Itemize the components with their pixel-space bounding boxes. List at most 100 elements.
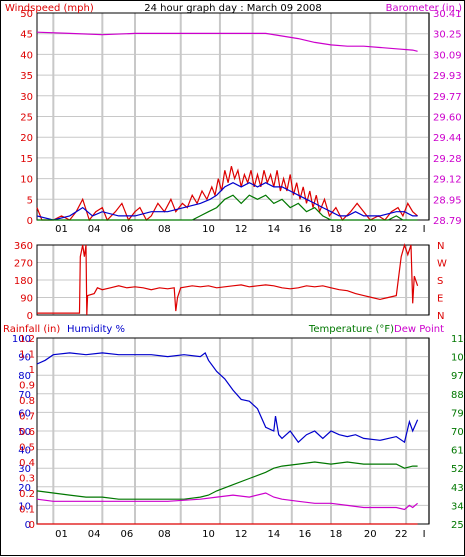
temp-ytick-10: 115 bbox=[451, 334, 465, 345]
hum-ytick-1: 10 bbox=[18, 501, 31, 512]
wind-x-ticks: 01 04 06 08 10 12 14 16 18 20 22 I bbox=[55, 224, 425, 235]
wind-ytick-6: 30 bbox=[20, 92, 33, 103]
wind-ytick-3: 15 bbox=[20, 154, 33, 165]
temp-ytick-9: 106 bbox=[451, 353, 465, 364]
baro-ytick-1: 28.95 bbox=[433, 195, 462, 206]
dir-ytick-4: 360 bbox=[14, 241, 33, 252]
dir-ytick-2: 180 bbox=[14, 276, 33, 287]
windspeed-axis-label: Windspeed (mph) bbox=[5, 3, 94, 14]
rain-ytick-6: 0.6 bbox=[19, 427, 35, 438]
rain-ytick-9: 0.9 bbox=[19, 381, 35, 392]
wind-ytick-4: 20 bbox=[20, 133, 33, 144]
humidity-panel-ticks: 0 10 20 30 40 50 60 70 80 90 100 0 0.1 0.2 0.3 0.4 0.5 0.… bbox=[12, 334, 465, 531]
temp-ytick-3: 52 bbox=[451, 464, 464, 475]
wind-ytick-9: 45 bbox=[20, 30, 33, 41]
direction-panel-border bbox=[36, 244, 430, 316]
humidity-x-ticks: 01 04 06 08 10 12 14 16 18 20 22 I bbox=[55, 529, 425, 540]
wind-xtick-1: 04 bbox=[88, 224, 101, 235]
hum-xtick-10: 22 bbox=[395, 529, 408, 540]
hum-xtick-6: 14 bbox=[267, 529, 280, 540]
wind-ytick-7: 35 bbox=[20, 71, 33, 82]
hum-ytick-0: 0 bbox=[25, 520, 31, 531]
rainfall-axis-label: Rainfall (in) bbox=[3, 324, 60, 335]
hum-xtick-8: 18 bbox=[330, 529, 343, 540]
baro-ytick-4: 29.44 bbox=[433, 133, 462, 144]
dir-compass-3: W bbox=[437, 259, 447, 270]
temp-ytick-5: 70 bbox=[451, 427, 464, 438]
baro-ytick-0: 28.79 bbox=[433, 216, 462, 227]
barometer-axis-label: Barometer (in.) bbox=[386, 3, 462, 14]
wind-ytick-0: 0 bbox=[27, 216, 33, 227]
hum-ytick-2: 20 bbox=[18, 483, 31, 494]
wind-series-1 bbox=[36, 182, 418, 221]
rain-ytick-2: 0.2 bbox=[19, 489, 35, 500]
dir-compass-4: N bbox=[437, 241, 444, 252]
hum-xtick-7: 16 bbox=[298, 529, 311, 540]
hum-xtick-1: 04 bbox=[88, 529, 101, 540]
dir-ytick-3: 270 bbox=[14, 259, 33, 270]
wind-ytick-10: 50 bbox=[20, 9, 33, 20]
hum-xtick-9: 20 bbox=[364, 529, 377, 540]
hum-ytick-10: 100 bbox=[12, 334, 31, 345]
barometer-line bbox=[36, 31, 418, 52]
baro-ytick-8: 30.09 bbox=[433, 50, 462, 61]
hum-xtick-4: 10 bbox=[202, 529, 215, 540]
baro-ytick-7: 29.93 bbox=[433, 71, 462, 82]
temp-ytick-0: 25 bbox=[451, 520, 464, 531]
wind-xtick-6: 14 bbox=[267, 224, 280, 235]
rain-ytick-12: 1.2 bbox=[19, 334, 35, 345]
baro-ytick-3: 29.28 bbox=[433, 154, 462, 165]
baro-ytick-5: 29.60 bbox=[433, 113, 462, 124]
wind-ytick-5: 25 bbox=[20, 113, 33, 124]
dir-compass-0: N bbox=[437, 311, 444, 322]
dir-compass-1: E bbox=[437, 294, 443, 305]
temperature-line-1 bbox=[36, 461, 418, 500]
temperature-line-2 bbox=[36, 492, 418, 511]
dir-compass-2: S bbox=[437, 276, 443, 287]
rain-ytick-11: 1.1 bbox=[19, 350, 35, 361]
wind-xtick-10: 22 bbox=[395, 224, 408, 235]
rain-ytick-4: 0.4 bbox=[19, 458, 35, 469]
rain-ytick-0: 0 bbox=[29, 520, 35, 531]
hum-xtick-11: I bbox=[423, 529, 426, 540]
temp-ytick-7: 88 bbox=[451, 390, 464, 401]
hum-ytick-5: 50 bbox=[18, 427, 31, 438]
wind-xtick-5: 12 bbox=[235, 224, 248, 235]
wind-ytick-2: 10 bbox=[20, 175, 33, 186]
rain-ytick-7: 0.7 bbox=[19, 412, 35, 423]
wind-panel-border bbox=[36, 12, 430, 221]
hum-ytick-4: 40 bbox=[18, 446, 31, 457]
wind-ytick-1: 5 bbox=[27, 195, 33, 206]
wind-xtick-4: 10 bbox=[202, 224, 215, 235]
chart-title: 24 hour graph day : March 09 2008 bbox=[144, 3, 322, 14]
wind-panel-ticks: 0 5 10 15 20 25 30 35 40 45 50 28.79 28.95 29.12 29.28… bbox=[20, 9, 461, 227]
hum-ytick-3: 30 bbox=[18, 464, 31, 475]
rain-ytick-5: 0.5 bbox=[19, 443, 35, 454]
hum-ytick-7: 70 bbox=[18, 390, 31, 401]
baro-ytick-9: 30.25 bbox=[433, 30, 462, 41]
dir-ytick-1: 90 bbox=[20, 294, 33, 305]
rain-ytick-1: 0.1 bbox=[19, 505, 35, 516]
direction-panel-series bbox=[37, 242, 419, 316]
hum-xtick-5: 12 bbox=[235, 529, 248, 540]
dir-ytick-0: 0 bbox=[27, 311, 33, 322]
baro-ytick-2: 29.12 bbox=[433, 175, 462, 186]
wind-series-0 bbox=[36, 166, 418, 222]
wind-xtick-2: 06 bbox=[120, 224, 133, 235]
hum-xtick-2: 06 bbox=[120, 529, 133, 540]
baro-ytick-6: 29.77 bbox=[433, 92, 462, 103]
temperature-axis-label: Temperature (°F) bbox=[308, 324, 394, 335]
wind-panel-grid bbox=[37, 13, 430, 220]
wind-xtick-0: 01 bbox=[55, 224, 68, 235]
humidity-panel-series bbox=[36, 351, 419, 525]
temp-ytick-2: 43 bbox=[451, 483, 464, 494]
rain-ytick-3: 0.3 bbox=[19, 474, 35, 485]
humidity-panel-grid bbox=[37, 338, 430, 524]
hum-ytick-6: 60 bbox=[18, 408, 31, 419]
humidity-axis-label: Humidity % bbox=[67, 324, 125, 335]
rain-ytick-8: 0.8 bbox=[19, 396, 35, 407]
temp-ytick-8: 97 bbox=[451, 371, 464, 382]
rain-ytick-10: 1 bbox=[29, 365, 35, 376]
